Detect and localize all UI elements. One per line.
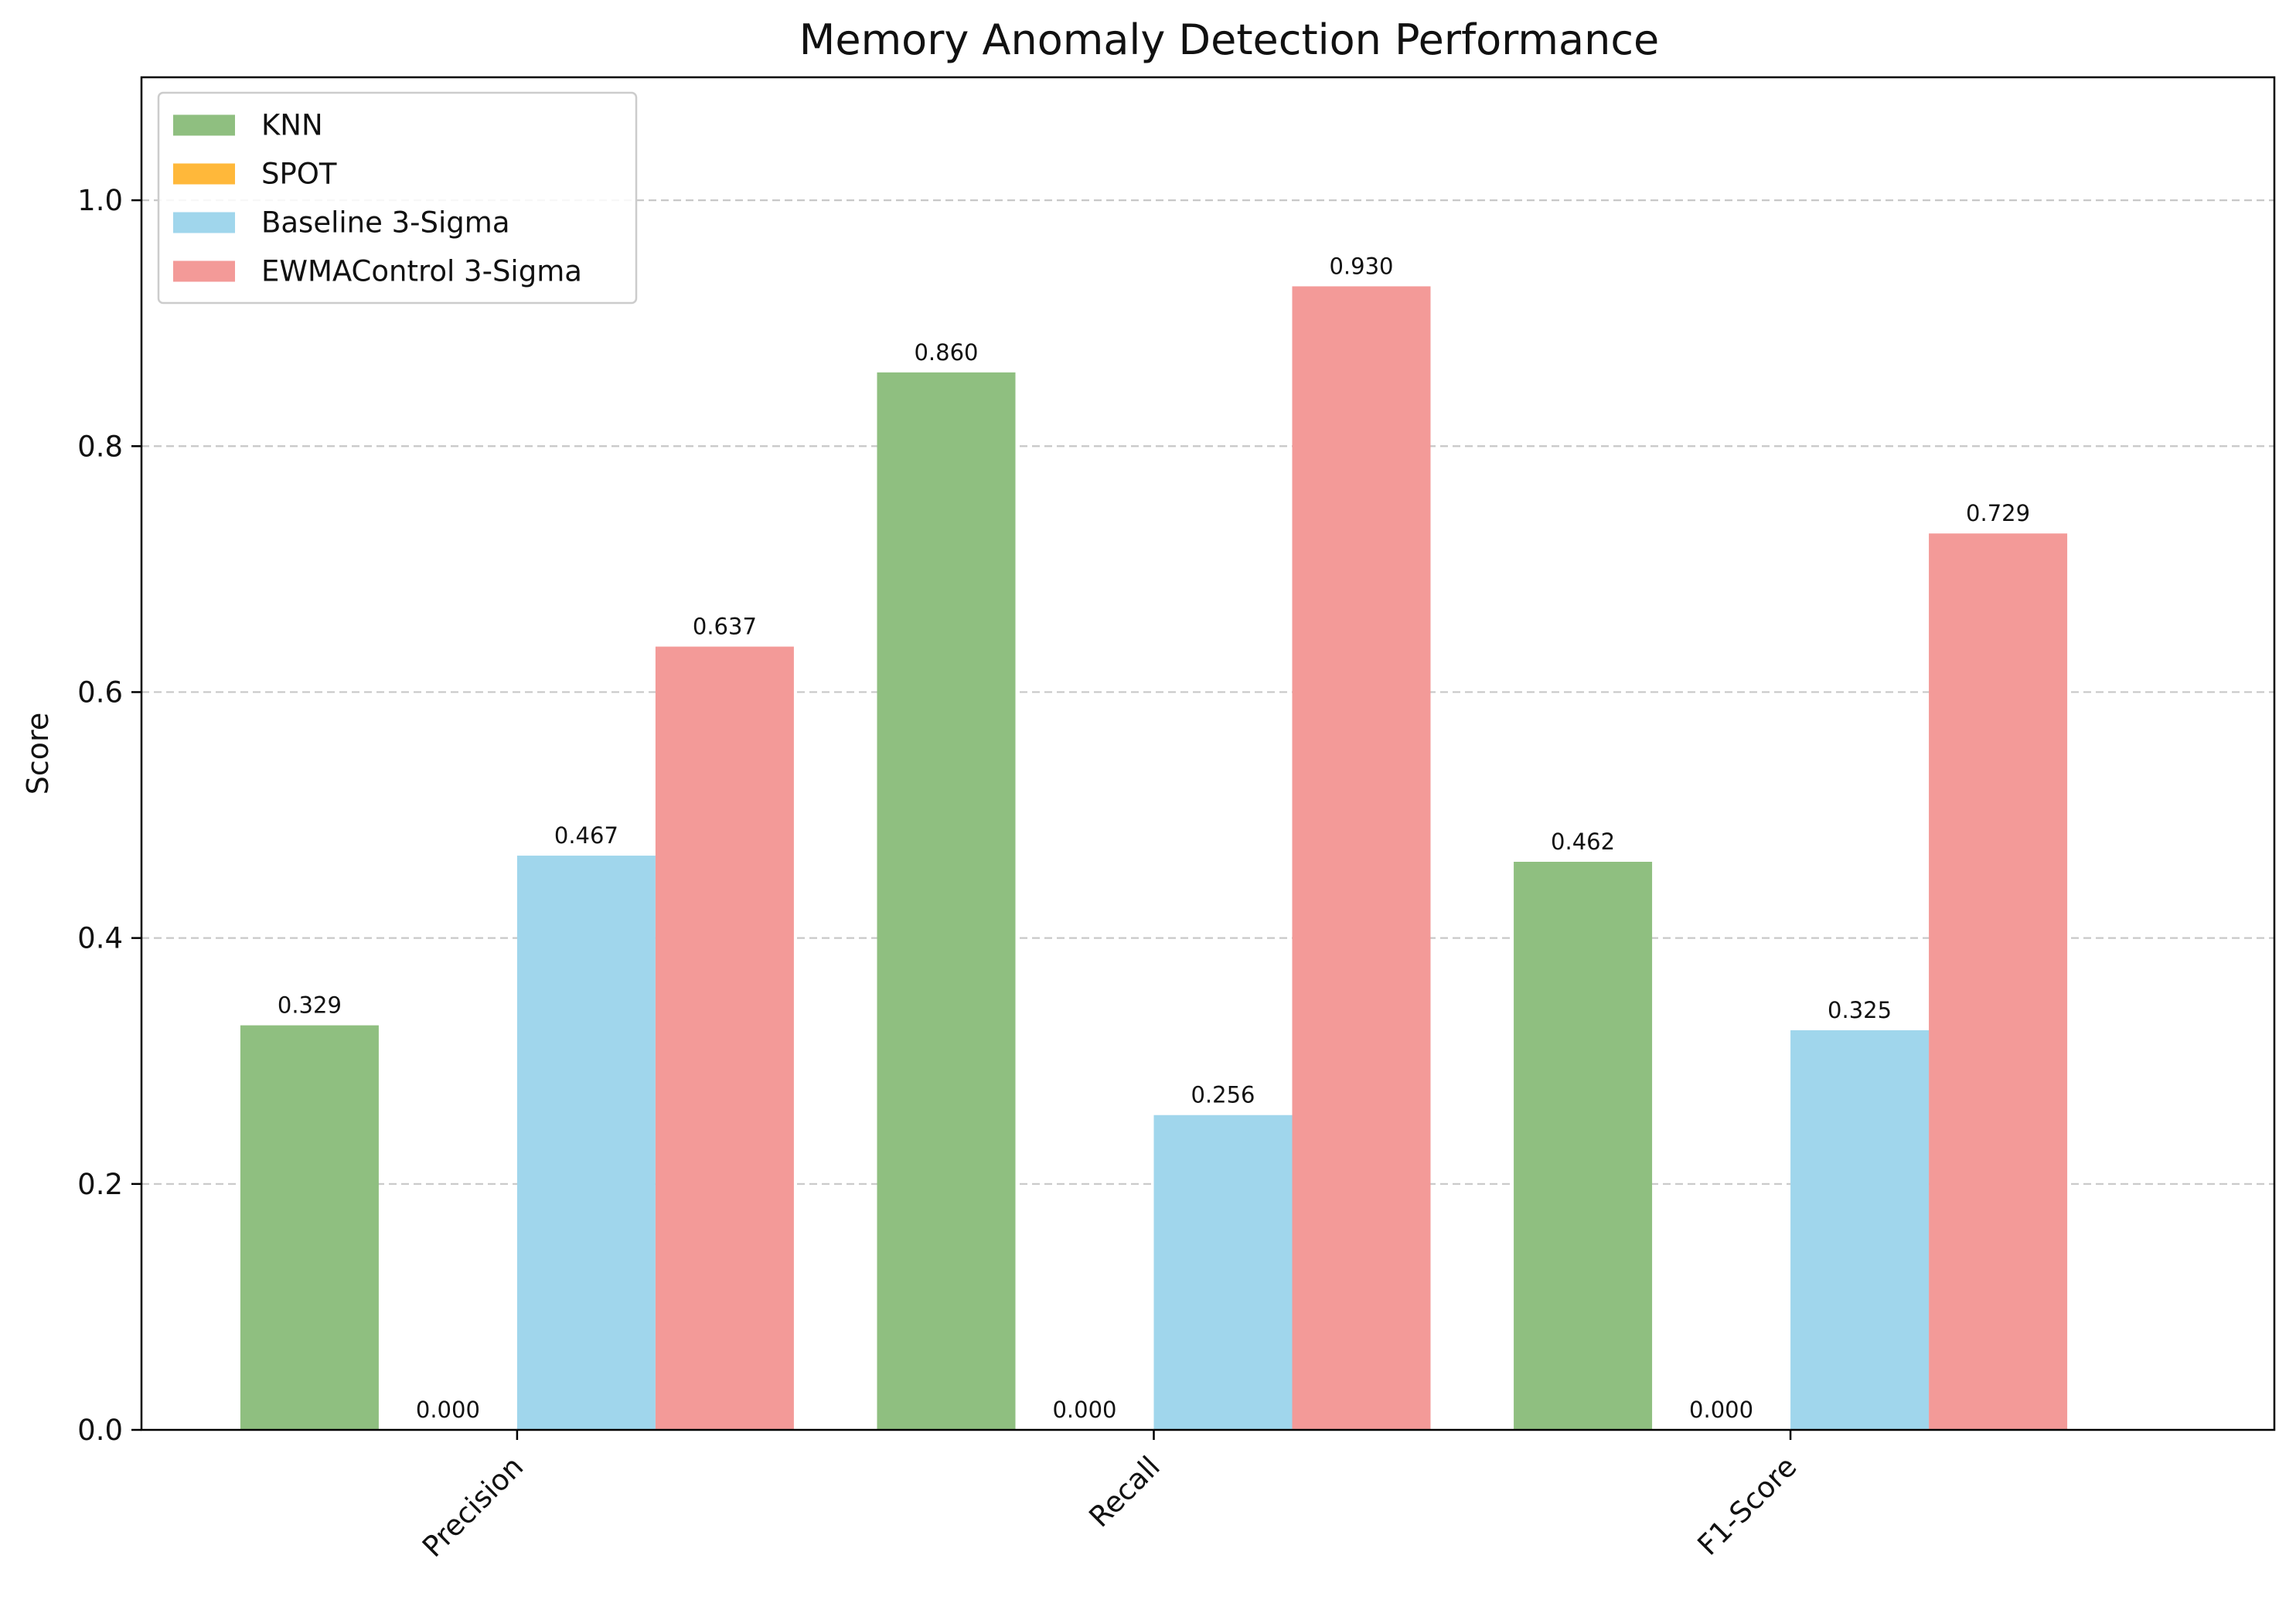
legend-label: SPOT <box>261 158 337 191</box>
bar-ewmacontrol-3-sigma-precision <box>655 646 794 1430</box>
legend-swatch <box>173 260 235 282</box>
bar-baseline-3-sigma-recall <box>1153 1115 1293 1430</box>
bar-value-label: 0.000 <box>1052 1397 1116 1423</box>
chart-title: Memory Anomaly Detection Performance <box>799 15 1659 64</box>
legend-label: KNN <box>261 109 323 142</box>
bar-value-label: 0.729 <box>1966 500 2030 526</box>
y-tick-label: 0.8 <box>77 430 123 463</box>
bars-group <box>240 286 2068 1431</box>
bar-ewmacontrol-3-sigma-f1-score <box>1929 533 2068 1430</box>
bar-value-label: 0.462 <box>1551 829 1615 855</box>
bar-baseline-3-sigma-f1-score <box>1790 1030 1930 1430</box>
bar-value-label: 0.637 <box>693 614 757 640</box>
legend-swatch <box>173 114 235 136</box>
bar-value-label: 0.329 <box>278 992 342 1019</box>
legend-label: Baseline 3-Sigma <box>261 206 510 240</box>
bar-value-label: 0.325 <box>1828 997 1892 1023</box>
y-axis-label: Score <box>21 713 55 795</box>
bar-knn-f1-score <box>1514 862 1653 1430</box>
y-tick-label: 0.0 <box>77 1414 123 1447</box>
bar-knn-precision <box>240 1025 379 1430</box>
bar-value-label: 0.256 <box>1191 1082 1255 1108</box>
legend-label: EWMAControl 3-Sigma <box>261 255 582 288</box>
y-tick-label: 0.4 <box>77 922 123 955</box>
bar-value-label: 0.467 <box>554 822 618 849</box>
bar-value-label: 0.000 <box>1689 1397 1753 1423</box>
y-tick-label: 1.0 <box>77 184 123 217</box>
legend-box <box>157 91 638 305</box>
value-labels-group: 0.329 0.860 0.462 0.000 0.000 0.000 0.467 0.256… <box>278 253 2030 1423</box>
bar-knn-recall <box>877 372 1016 1431</box>
legend: KNN SPOT Baseline 3-Sigma EWMAControl 3-Sig… <box>157 91 638 305</box>
bar-value-label: 0.000 <box>416 1397 480 1423</box>
y-tick-label: 0.6 <box>77 676 123 709</box>
bar-value-label: 0.860 <box>914 339 978 366</box>
y-tick-label: 0.2 <box>77 1168 123 1201</box>
bar-value-label: 0.930 <box>1329 253 1393 279</box>
bar-baseline-3-sigma-precision <box>516 856 656 1430</box>
plot-frame <box>140 76 2276 1431</box>
bar-ewmacontrol-3-sigma-recall <box>1292 286 1431 1430</box>
legend-swatch <box>173 163 235 185</box>
legend-swatch <box>173 212 235 233</box>
